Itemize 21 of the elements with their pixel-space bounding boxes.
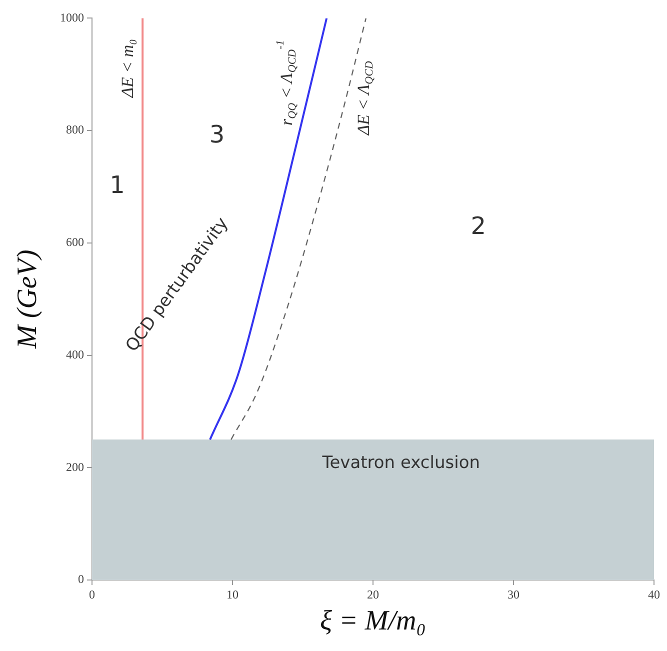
- y-tick-label: 400: [66, 347, 84, 362]
- y-tick-label: 600: [66, 235, 84, 250]
- x-axis-title: ξ = M/m₀: [320, 606, 426, 637]
- annotation: ΔE < ΛQCD: [354, 60, 376, 136]
- y-tick-label: 200: [66, 460, 84, 474]
- x-tick-label: 0: [89, 587, 95, 602]
- annotation: 3: [209, 120, 225, 148]
- x-tick-label: 40: [648, 587, 660, 602]
- annotation: rQQ < ΛQCD-1: [274, 40, 298, 126]
- y-tick-label: 0: [78, 572, 84, 586]
- annotation: 1: [110, 170, 125, 199]
- y-axis-title: M (GeV): [12, 250, 44, 350]
- annotation: 2: [470, 212, 486, 240]
- y-tick-label: 800: [66, 122, 84, 137]
- x-tick-label: 10: [226, 587, 238, 602]
- ref-line-label: ΔE < m₀: [118, 38, 138, 98]
- x-tick-label: 30: [508, 587, 520, 602]
- line-series: [230, 18, 367, 440]
- x-tick-label: 20: [367, 587, 379, 602]
- y-tick-label: 1000: [60, 10, 84, 24]
- band-label: Tevatron exclusion: [321, 452, 480, 473]
